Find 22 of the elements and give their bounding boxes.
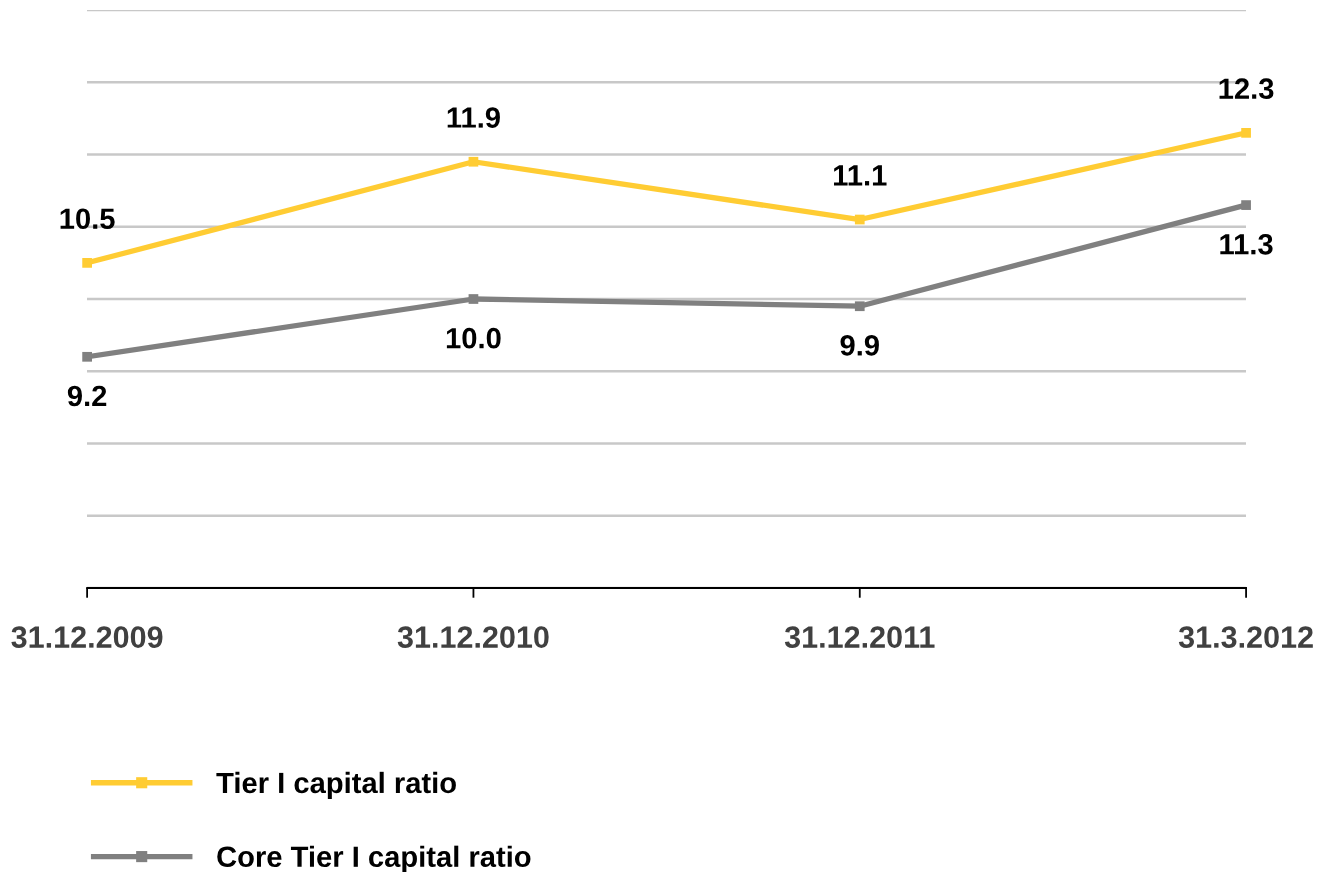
point: [468, 156, 479, 167]
data-label: 10.0: [446, 327, 501, 349]
data-label: 10.5: [60, 208, 115, 230]
point: [1241, 127, 1251, 138]
x-tick-label: 31.12.2009: [11, 626, 163, 648]
point: [1241, 200, 1251, 210]
legend-label: Core Tier I capital ratio: [217, 845, 531, 872]
point: [854, 301, 865, 312]
x-tick-label: 31.3.2012: [1178, 626, 1313, 648]
x-tick-label: 31.12.2010: [397, 626, 549, 648]
x-tick-label: 31.12.2011: [784, 626, 935, 648]
point: [82, 258, 92, 268]
point: [468, 294, 479, 304]
data-label: 11.1: [834, 165, 887, 186]
point: [82, 351, 92, 362]
data-label: 11.9: [447, 107, 500, 128]
legend-label: Tier I capital ratio: [216, 771, 456, 799]
data-label: 12.3: [1219, 78, 1274, 100]
point: [854, 214, 865, 225]
data-label: 9.2: [67, 385, 107, 407]
data-label: 9.9: [840, 335, 879, 356]
data-label: 11.3: [1220, 233, 1273, 255]
